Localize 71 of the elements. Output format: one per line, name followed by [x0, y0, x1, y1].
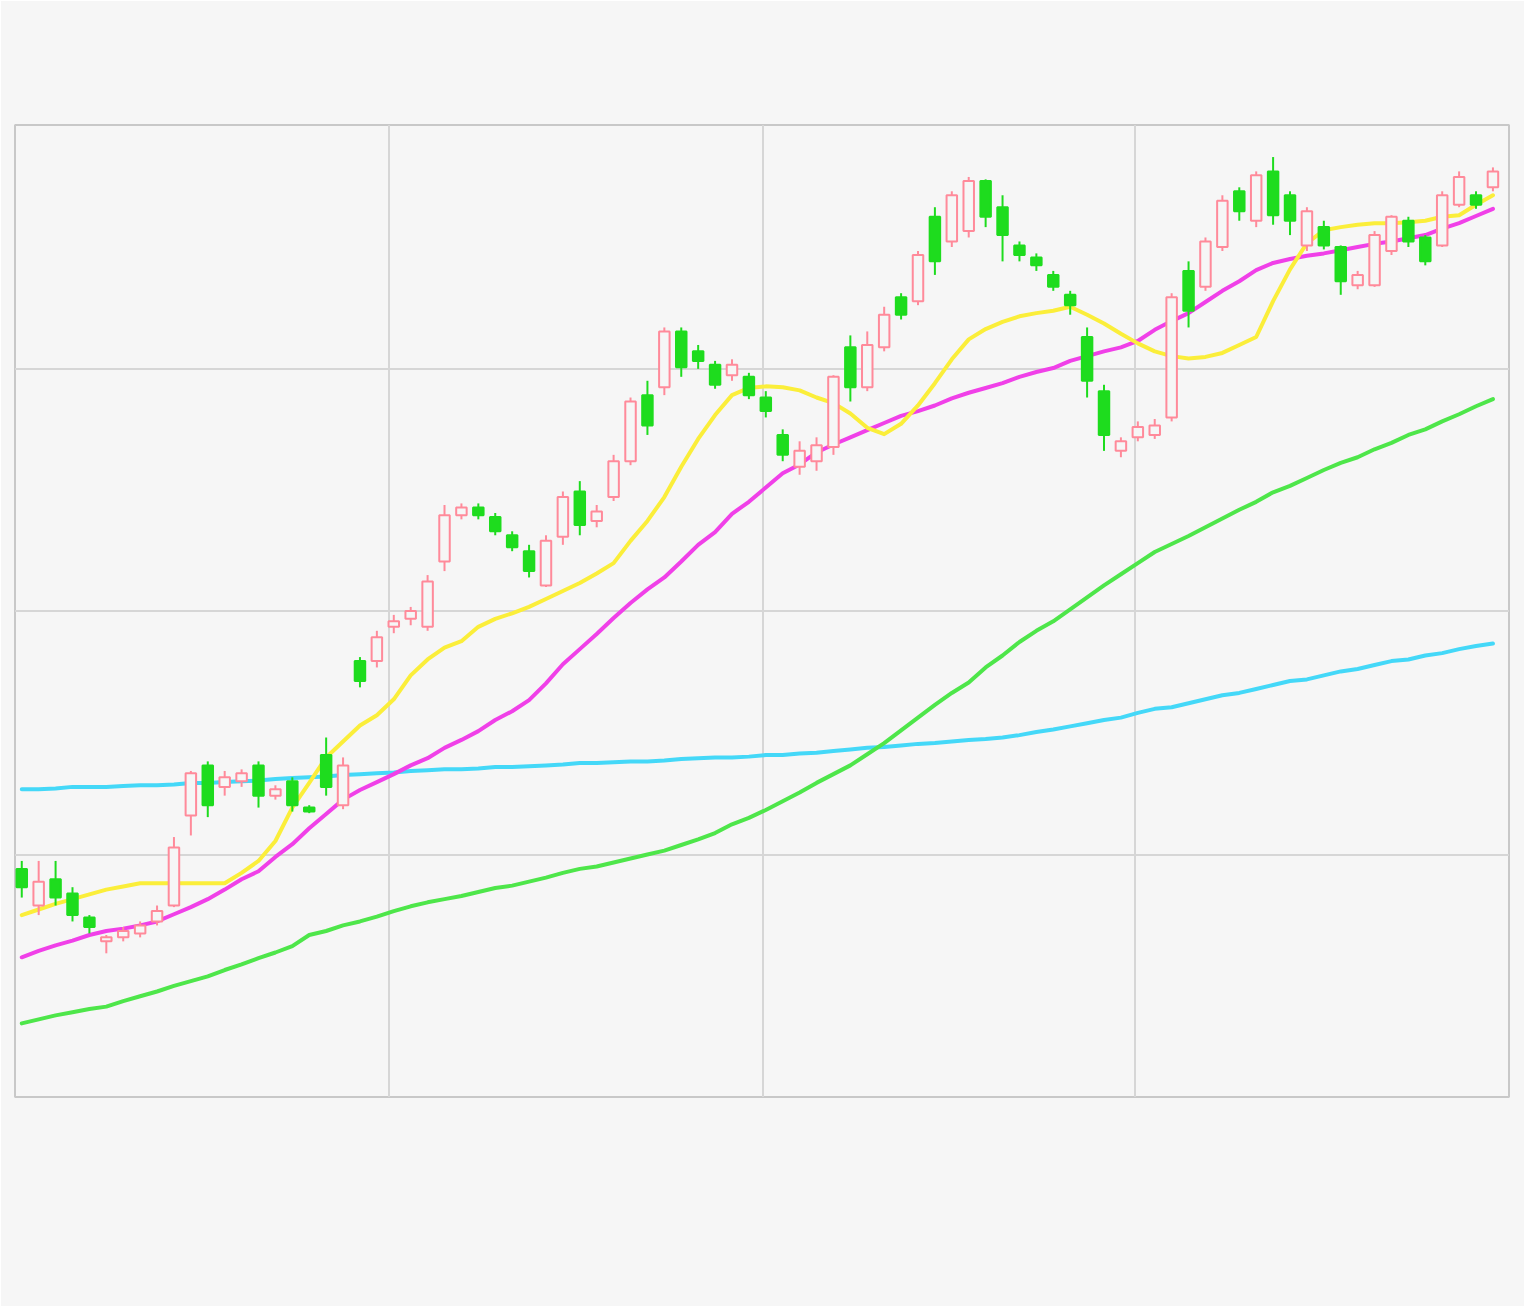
- candlestick: [150, 904, 164, 927]
- candlestick: [218, 769, 231, 797]
- candlestick: [1351, 269, 1364, 291]
- candlestick: [539, 534, 553, 589]
- candlestick: [675, 326, 688, 378]
- candlestick: [1080, 326, 1094, 399]
- candlestick: [83, 914, 96, 935]
- candlestick: [708, 359, 722, 390]
- candlestick: [32, 859, 45, 917]
- candlestick: [691, 343, 705, 370]
- candlestick: [1385, 214, 1398, 256]
- candlestick: [370, 629, 384, 669]
- candlestick: [15, 859, 29, 899]
- candlestick: [1402, 215, 1415, 249]
- candlestick: [1013, 240, 1026, 263]
- candlestick: [1063, 289, 1077, 316]
- candlestick: [336, 756, 350, 811]
- candlestick: [1114, 436, 1128, 459]
- candlestick: [522, 543, 536, 579]
- candlestick: [1486, 166, 1500, 193]
- candlestick: [1300, 206, 1314, 253]
- candlestick: [421, 574, 434, 632]
- candlestick: [894, 292, 908, 321]
- candlestick: [404, 605, 417, 627]
- candlestick: [1097, 383, 1111, 452]
- candlestick: [184, 769, 198, 837]
- candlestick: [387, 613, 401, 635]
- candlestick: [1317, 219, 1331, 251]
- candlestick: [1419, 234, 1432, 267]
- candlestick: [996, 194, 1009, 263]
- candlestick: [1216, 194, 1229, 253]
- candlestick: [1047, 269, 1060, 292]
- candlestick: [776, 428, 789, 463]
- candlestick: [286, 776, 299, 813]
- candlestick: [725, 358, 739, 382]
- candlestick: [1334, 244, 1347, 296]
- candlestick: [607, 453, 620, 503]
- candlestick: [979, 178, 992, 229]
- candlestick: [641, 379, 654, 436]
- candlestick: [556, 490, 570, 546]
- candlestick: [793, 440, 806, 476]
- candlestick: [1148, 418, 1161, 440]
- candlestick: [505, 530, 519, 553]
- candlestick: [1283, 190, 1297, 237]
- candlestick: [810, 436, 823, 472]
- candlestick: [1131, 420, 1145, 443]
- candlestick: [742, 371, 756, 401]
- candlestick: [1452, 170, 1466, 209]
- candlestick: [201, 760, 215, 819]
- candlestick: [489, 511, 502, 537]
- candlestick: [1199, 236, 1212, 292]
- candlestick: [945, 190, 959, 249]
- candlestick: [911, 250, 925, 307]
- candlestick: [49, 859, 62, 907]
- candlestick: [66, 886, 79, 923]
- candlestick: [877, 305, 891, 353]
- candlestick: [1233, 186, 1246, 222]
- candlestick: [759, 390, 773, 419]
- candlestick: [1249, 170, 1263, 229]
- candlestick: [100, 933, 113, 955]
- candlestick: [1182, 260, 1195, 329]
- candlestick: [438, 504, 451, 573]
- candlestick: [861, 330, 874, 393]
- candlestick: [590, 504, 603, 529]
- candlestick: [252, 760, 265, 809]
- candlestick: [1266, 156, 1280, 226]
- candlestick: [319, 736, 333, 797]
- candlestick: [353, 656, 367, 689]
- candlestick: [844, 334, 857, 403]
- candlestick: [928, 206, 942, 276]
- candlestick: [573, 480, 587, 537]
